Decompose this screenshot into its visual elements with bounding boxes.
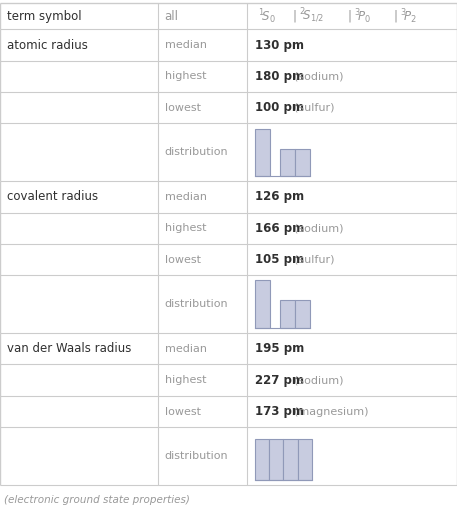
Bar — [255, 281, 270, 328]
Text: $^1\!S_0$: $^1\!S_0$ — [258, 7, 276, 26]
Text: term symbol: term symbol — [7, 10, 81, 22]
Text: 180 pm: 180 pm — [255, 70, 304, 83]
Bar — [255, 439, 269, 480]
Text: lowest: lowest — [165, 407, 201, 416]
Text: 130 pm: 130 pm — [255, 39, 304, 52]
Text: lowest: lowest — [165, 103, 201, 113]
Text: median: median — [165, 192, 207, 202]
Bar — [295, 300, 310, 328]
Bar — [269, 439, 283, 480]
Bar — [283, 439, 298, 480]
Text: distribution: distribution — [165, 451, 228, 461]
Bar — [298, 439, 312, 480]
Text: distribution: distribution — [165, 299, 228, 309]
Text: |: | — [347, 10, 351, 22]
Text: 227 pm: 227 pm — [255, 374, 304, 387]
Text: (magnesium): (magnesium) — [287, 407, 368, 416]
Text: 105 pm: 105 pm — [255, 253, 304, 266]
Text: (electronic ground state properties): (electronic ground state properties) — [4, 495, 190, 505]
Text: 126 pm: 126 pm — [255, 191, 304, 203]
Text: highest: highest — [165, 72, 206, 81]
Text: median: median — [165, 344, 207, 354]
Text: atomic radius: atomic radius — [7, 39, 88, 52]
Text: |: | — [393, 10, 397, 22]
Bar — [255, 129, 270, 176]
Text: 166 pm: 166 pm — [255, 222, 304, 235]
Text: highest: highest — [165, 375, 206, 385]
Text: $^3\!P_0$: $^3\!P_0$ — [354, 7, 372, 26]
Text: (sulfur): (sulfur) — [287, 103, 334, 113]
Text: $^3\!P_2$: $^3\!P_2$ — [400, 7, 417, 26]
Text: median: median — [165, 40, 207, 50]
Text: $^2\!S_{1/2}$: $^2\!S_{1/2}$ — [299, 7, 325, 26]
Text: distribution: distribution — [165, 147, 228, 157]
Bar — [295, 149, 310, 176]
Text: all: all — [165, 10, 179, 22]
Text: 100 pm: 100 pm — [255, 101, 304, 114]
Bar — [280, 300, 295, 328]
Text: highest: highest — [165, 223, 206, 234]
Text: (sodium): (sodium) — [287, 375, 343, 385]
Text: |: | — [292, 10, 297, 22]
Text: (sulfur): (sulfur) — [287, 254, 334, 265]
Text: 195 pm: 195 pm — [255, 342, 304, 355]
Text: van der Waals radius: van der Waals radius — [7, 342, 131, 355]
Text: covalent radius: covalent radius — [7, 191, 98, 203]
Text: (sodium): (sodium) — [287, 223, 343, 234]
Text: (sodium): (sodium) — [287, 72, 343, 81]
Text: lowest: lowest — [165, 254, 201, 265]
Bar — [280, 149, 295, 176]
Text: 173 pm: 173 pm — [255, 405, 304, 418]
